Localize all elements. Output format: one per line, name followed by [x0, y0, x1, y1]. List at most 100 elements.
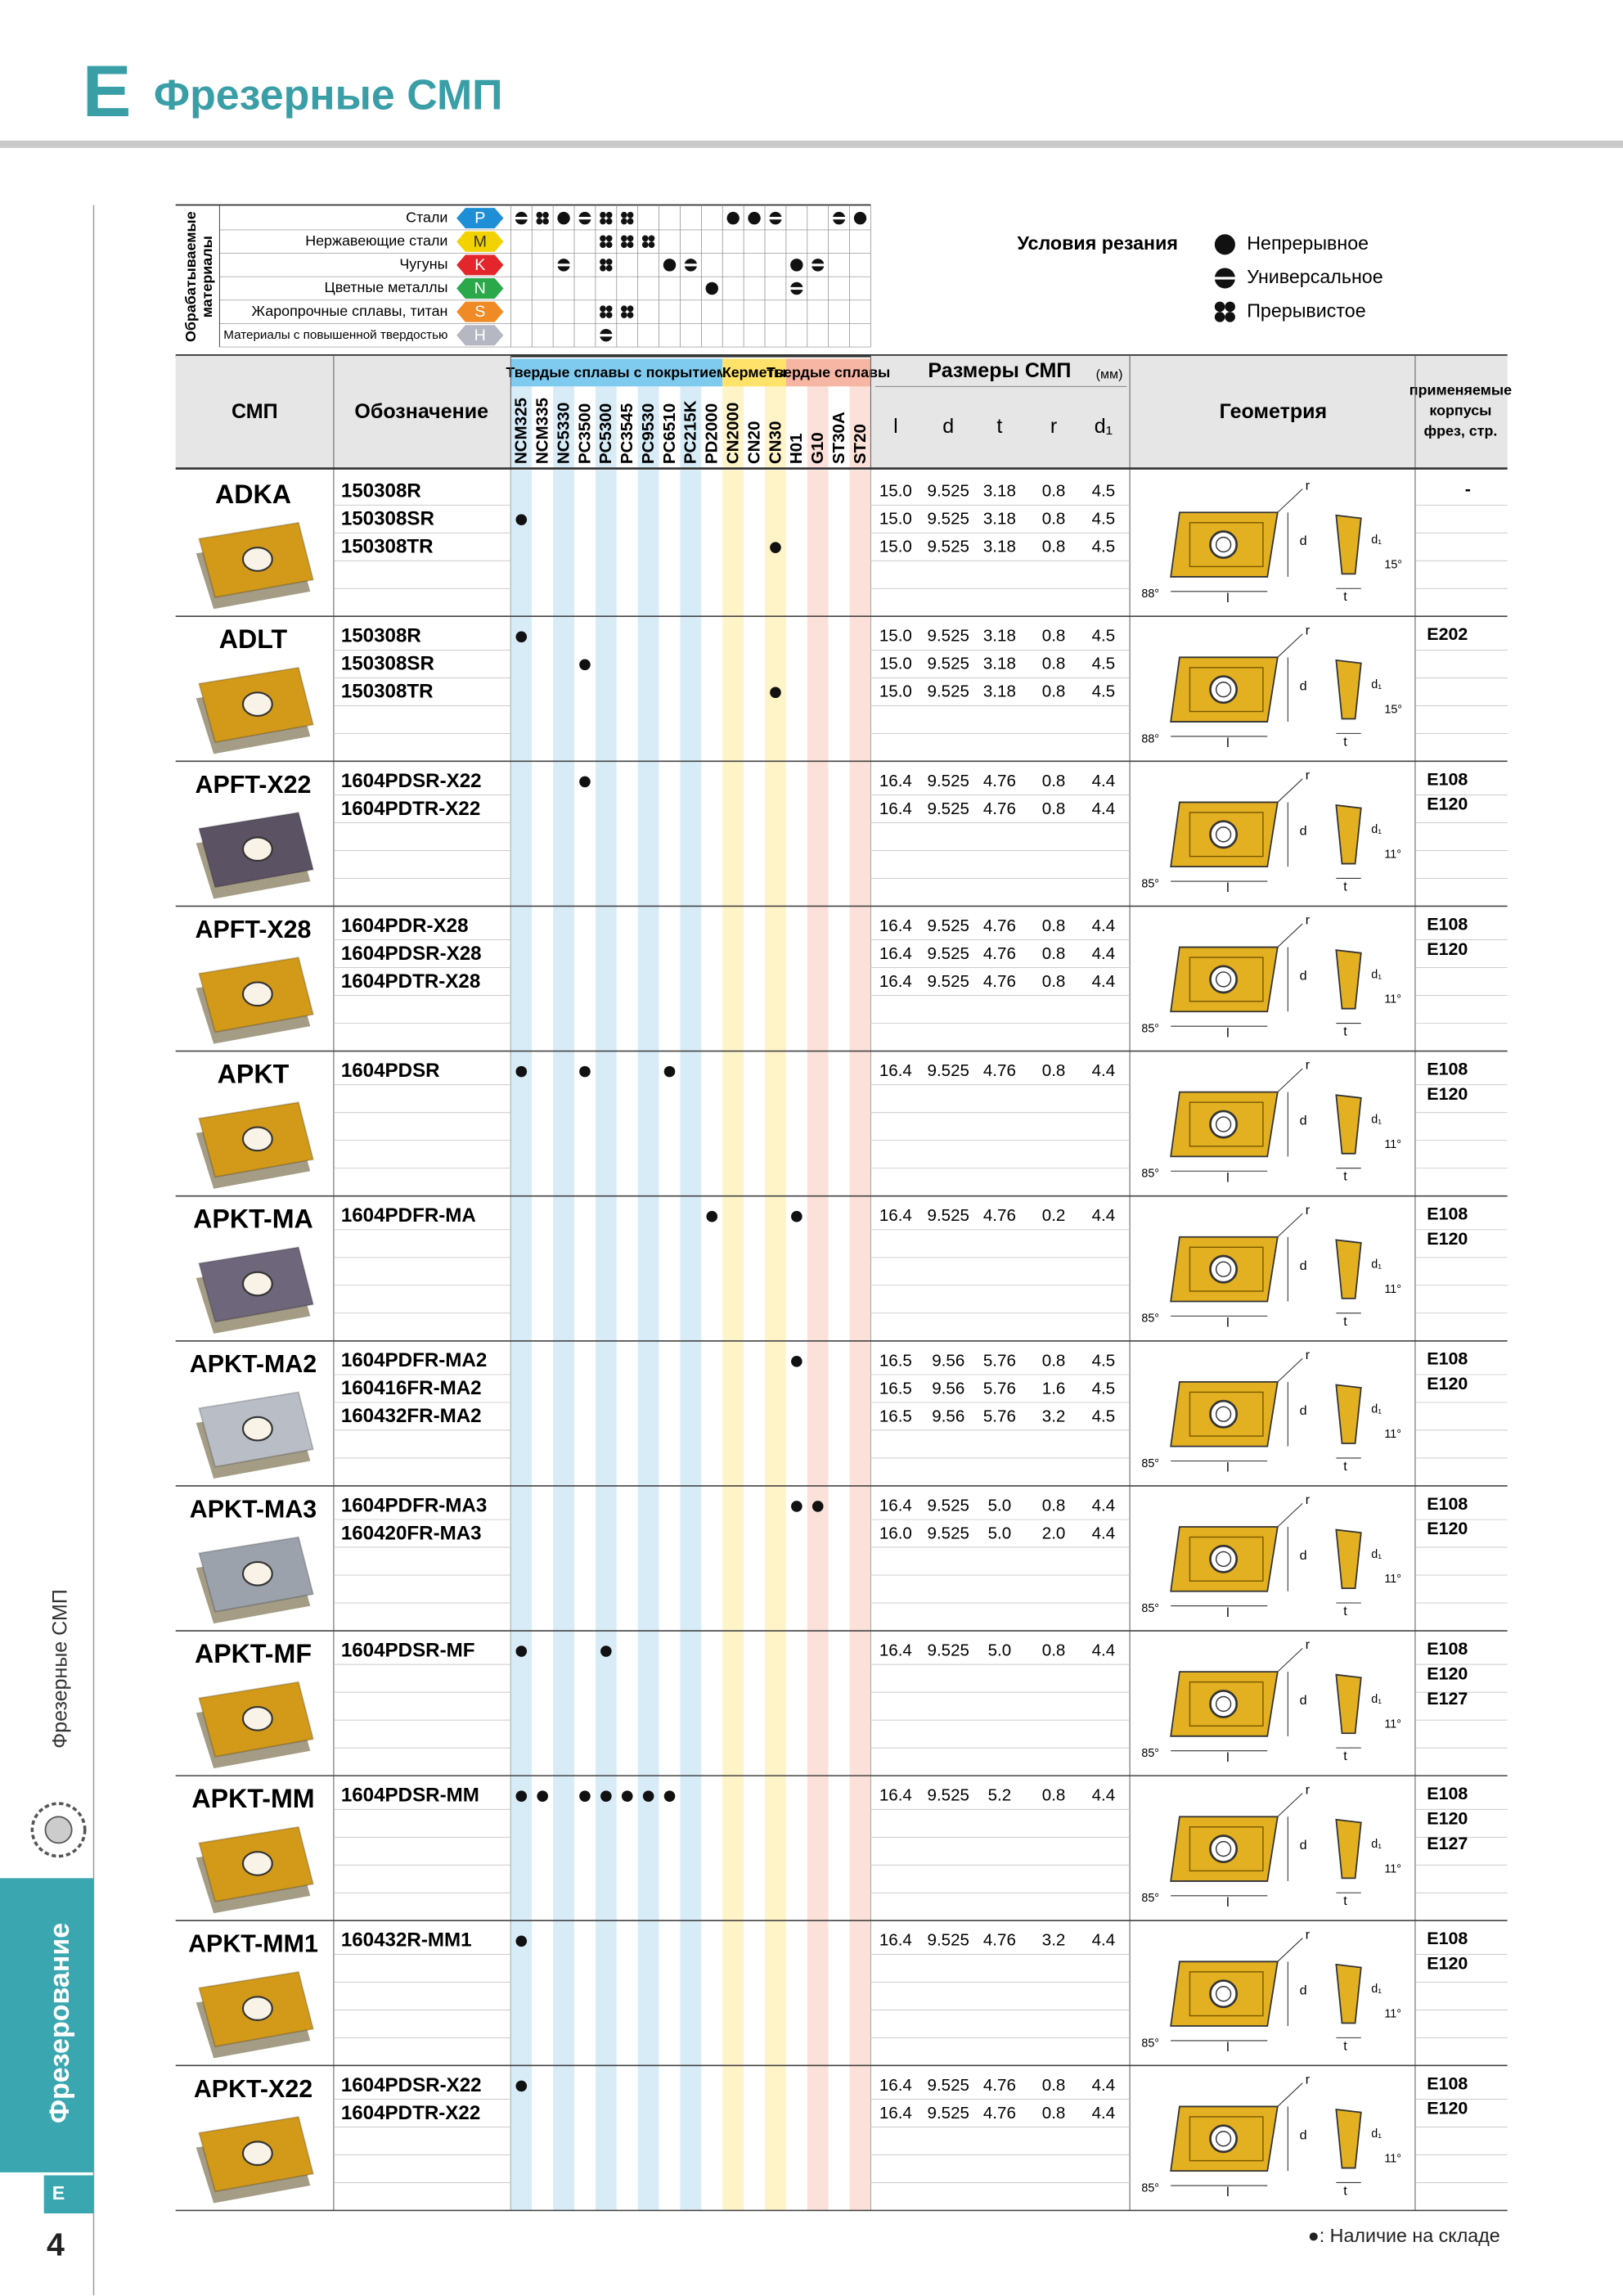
condition-symbol [621, 211, 634, 225]
geo-angle: 85° [1141, 1023, 1159, 1036]
insert-name: APKT-MM [191, 1784, 314, 1813]
grade-stripe [828, 470, 850, 2211]
symbol-interrupted [1225, 301, 1235, 313]
geo-angle: 85° [1141, 2037, 1159, 2050]
dimension: 0.8 [1042, 772, 1066, 790]
geo-label: t [1343, 1604, 1347, 1618]
size-header: Размеры СМП [928, 359, 1071, 382]
dimension: 4.5 [1092, 538, 1116, 556]
stock-dot [663, 1790, 676, 1802]
legend-label: Непрерывное [1247, 232, 1369, 254]
dimension: 4.76 [983, 916, 1016, 935]
condition-symbol [831, 211, 847, 225]
geo-label: d₁ [1371, 1258, 1382, 1272]
grade-header-stripe [722, 386, 744, 469]
condition-symbol [621, 235, 634, 248]
dimension: 0.8 [1042, 2076, 1066, 2095]
designation: 160432FR-MA2 [341, 1405, 482, 1427]
stock-dot [515, 631, 528, 643]
designation: 1604PDFR-MA2 [341, 1349, 487, 1371]
dimension: 9.525 [928, 1206, 969, 1225]
dimension: 4.5 [1092, 1379, 1116, 1398]
geo-label: d [1300, 678, 1307, 693]
designation: 1604PDTR-X28 [341, 970, 480, 993]
condition-symbol [513, 211, 529, 225]
geo-leader [1277, 2082, 1303, 2107]
geo-leader [1277, 923, 1303, 948]
geo-label: d [1300, 1403, 1307, 1418]
dimension: 4.4 [1092, 1931, 1116, 1950]
symbol-interrupted [600, 235, 606, 242]
iso-badge [456, 325, 504, 346]
symbol-interrupted [641, 235, 649, 242]
geo-side [1335, 1673, 1362, 1735]
grade-name: CN20 [744, 421, 763, 465]
dimension: 3.18 [983, 627, 1016, 646]
page-title: Фрезерные СМП [154, 71, 503, 119]
dimension: 16.5 [879, 1351, 912, 1370]
geo-inner [1189, 1536, 1264, 1582]
condition-symbol [577, 211, 593, 225]
insert-hole [241, 1851, 273, 1876]
dimension: 4.5 [1092, 1407, 1116, 1425]
dimension: 9.525 [928, 510, 969, 529]
dimension: 15.0 [879, 655, 912, 673]
body-page: E120 [1427, 1229, 1468, 1249]
symbol-interrupted [621, 218, 627, 225]
geo-label: r [1306, 1782, 1311, 1797]
symbol-interrupted [1214, 312, 1225, 322]
geo-label: d [1300, 969, 1307, 984]
dimension: 3.18 [983, 538, 1016, 556]
body-page: E108 [1427, 1639, 1468, 1659]
designation: 1604PDSR-X28 [341, 943, 482, 965]
insert-name: APFT-X28 [196, 916, 312, 943]
grade-name: ST30A [829, 412, 848, 464]
dimension: 0.8 [1042, 482, 1066, 501]
symbol-interrupted [600, 312, 606, 318]
grade-header-stripe [532, 386, 554, 469]
designation: 160432R-MM1 [341, 1929, 472, 1952]
stock-note: ●: Наличие на складе [1308, 2225, 1500, 2246]
insert-picture [196, 1970, 314, 2059]
geo-angle: 85° [1141, 1747, 1159, 1760]
insert-hole [241, 1560, 273, 1587]
geo-angle: 88° [1141, 732, 1159, 745]
geo-label: r [1306, 1348, 1311, 1362]
geo-angle: 11° [1384, 1428, 1401, 1441]
symbol-gap [831, 217, 847, 220]
geo-label: l [1226, 2185, 1230, 2199]
pages-header: корпусы [1429, 402, 1491, 418]
geo-angle: 11° [1384, 1138, 1401, 1151]
geo-label: r [1306, 1058, 1311, 1073]
geo-hole-inner [1215, 536, 1232, 553]
geo-label: r [1306, 623, 1311, 637]
grade-group-header: Твердые сплавы [767, 364, 890, 380]
dimension: 9.525 [928, 627, 969, 646]
symbol-gap [513, 217, 529, 220]
grade-header-stripe [828, 386, 850, 469]
geo-angle: 88° [1141, 588, 1159, 601]
dimension: 4.76 [983, 2104, 1016, 2123]
dimension: 9.525 [928, 1061, 969, 1080]
grade-stripe [701, 470, 723, 2211]
designation: 150308TR [341, 681, 434, 703]
material-name: Материалы с повышенной твердостью [223, 328, 447, 342]
geo-label: t [1343, 2183, 1347, 2198]
grade-header-stripe [637, 386, 659, 469]
material-name: Нержавеющие стали [305, 232, 447, 249]
body-page: E120 [1427, 2099, 1468, 2118]
iso-code: M [474, 232, 487, 250]
grade-name: G10 [808, 432, 827, 464]
designation: 160416FR-MA2 [341, 1377, 482, 1399]
iso-badge [456, 231, 504, 252]
body-page: E120 [1427, 1519, 1468, 1538]
geo-leader [1277, 1938, 1303, 1962]
body-page: E120 [1427, 939, 1468, 959]
iso-badge [456, 254, 504, 276]
geo-label: d₁ [1371, 1838, 1382, 1851]
dimension: 16.4 [879, 972, 912, 991]
insert-picture [196, 1101, 314, 1189]
designation: 1604PDSR-X22 [341, 770, 482, 792]
letter-tab [43, 2175, 94, 2214]
dimension: 4.4 [1092, 1206, 1116, 1225]
